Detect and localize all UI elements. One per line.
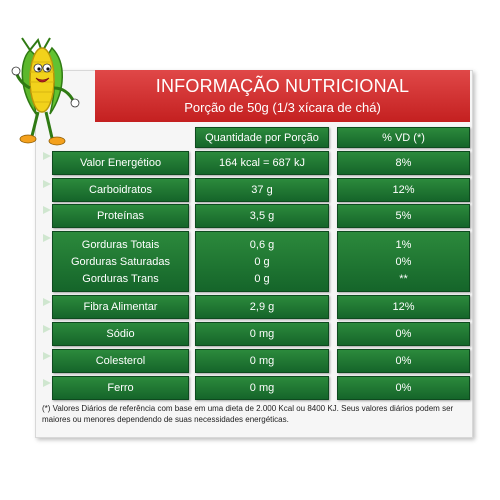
row-dv-carbs: 12%	[337, 178, 470, 202]
title-banner: INFORMAÇÃO NUTRICIONAL Porção de 50g (1/…	[95, 70, 470, 122]
row-quantity-sodium: 0 mg	[195, 322, 329, 346]
footnote: (*) Valores Diários de referência com ba…	[42, 404, 454, 424]
row-quantity-iron: 0 mg	[195, 376, 329, 400]
row-marker	[43, 352, 51, 360]
row-label-energy: Valor Energétioo	[52, 151, 189, 175]
fat-trans-label: Gorduras Trans	[82, 272, 159, 285]
row-label-carbs: Carboidratos	[52, 178, 189, 202]
row-label-cholesterol: Colesterol	[52, 349, 189, 373]
fat-trans-dv: **	[399, 272, 408, 285]
row-label-iron: Ferro	[52, 376, 189, 400]
row-quantity-energy: 164 kcal = 687 kJ	[195, 151, 329, 175]
row-label-fats: Gorduras Totais Gorduras Saturadas Gordu…	[52, 231, 189, 292]
row-label-sodium: Sódio	[52, 322, 189, 346]
row-dv-protein: 5%	[337, 204, 470, 228]
row-quantity-cholesterol: 0 mg	[195, 349, 329, 373]
row-marker	[43, 234, 51, 242]
corn-mascot-icon	[11, 37, 80, 146]
row-dv-cholesterol: 0%	[337, 349, 470, 373]
fat-trans-quantity: 0 g	[254, 272, 270, 285]
row-quantity-fiber: 2,9 g	[195, 295, 329, 319]
page-title: INFORMAÇÃO NUTRICIONAL	[155, 76, 410, 96]
row-quantity-protein: 3,5 g	[195, 204, 329, 228]
row-marker	[43, 152, 51, 160]
serving-size: Porção de 50g (1/3 xícara de chá)	[184, 100, 381, 115]
fat-total-label: Gorduras Totais	[81, 238, 160, 251]
row-marker	[43, 206, 51, 214]
fat-saturated-dv: 0%	[395, 255, 412, 268]
fat-total-quantity: 0,6 g	[249, 238, 275, 251]
row-dv-sodium: 0%	[337, 322, 470, 346]
row-dv-iron: 0%	[337, 376, 470, 400]
column-header-quantity: Quantidade por Porção	[195, 127, 329, 148]
row-marker	[43, 379, 51, 387]
fat-total-dv: 1%	[395, 238, 412, 251]
row-marker	[43, 180, 51, 188]
row-marker	[43, 298, 51, 306]
row-dv-energy: 8%	[337, 151, 470, 175]
row-label-protein: Proteínas	[52, 204, 189, 228]
row-quantity-fats: 0,6 g 0 g 0 g	[195, 231, 329, 292]
column-header-dv: % VD (*)	[337, 127, 470, 148]
row-marker	[43, 325, 51, 333]
row-label-fiber: Fibra Alimentar	[52, 295, 189, 319]
fat-saturated-label: Gorduras Saturadas	[70, 255, 171, 268]
fat-saturated-quantity: 0 g	[254, 255, 270, 268]
row-quantity-carbs: 37 g	[195, 178, 329, 202]
row-dv-fats: 1% 0% **	[337, 231, 470, 292]
row-dv-fiber: 12%	[337, 295, 470, 319]
